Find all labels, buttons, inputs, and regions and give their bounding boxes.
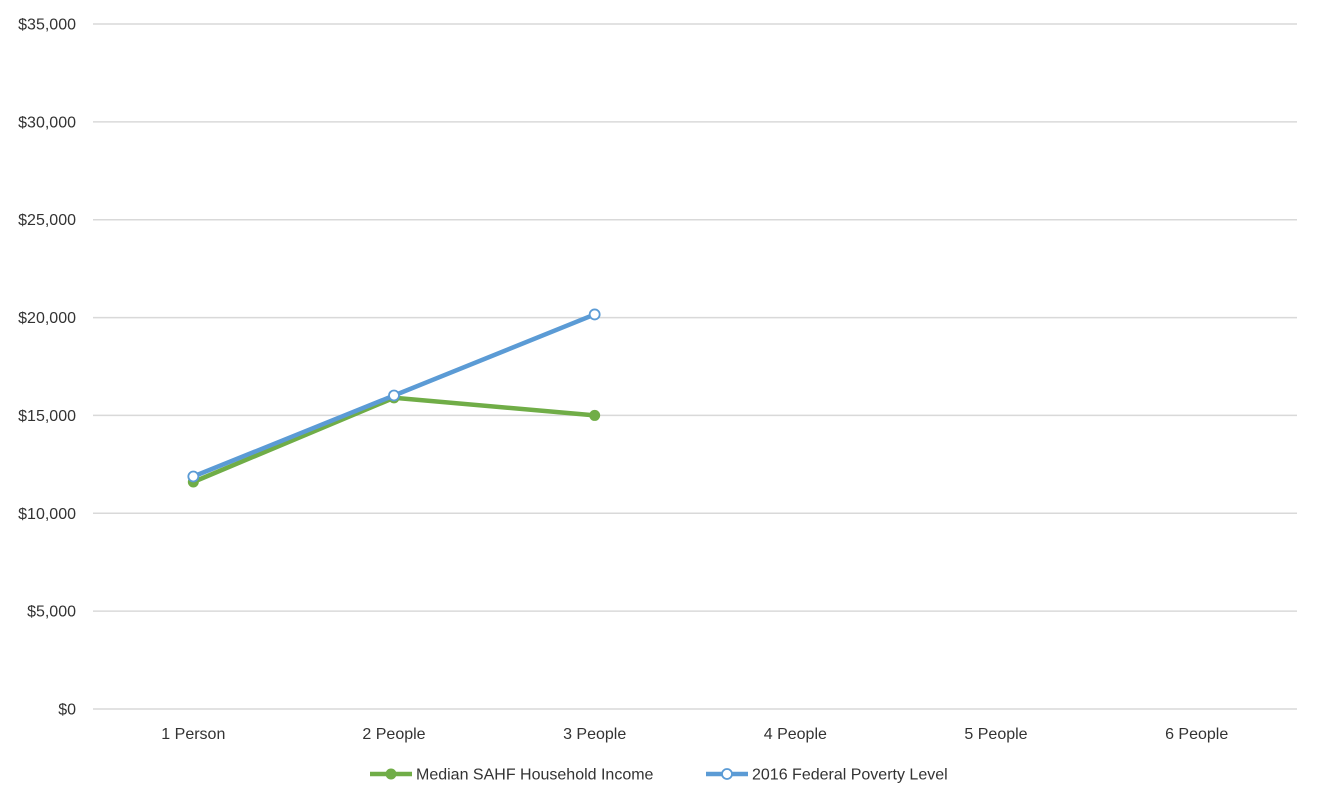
legend-label: Median SAHF Household Income	[416, 767, 654, 784]
data-point	[589, 409, 601, 421]
legend-label: 2016 Federal Poverty Level	[752, 767, 948, 784]
y-tick-label: $20,000	[18, 310, 76, 327]
y-tick-label: $30,000	[18, 114, 76, 131]
y-tick-label: $10,000	[18, 506, 76, 523]
y-tick-label: $15,000	[18, 408, 76, 425]
gridlines	[93, 23, 1297, 710]
legend-item: 2016 Federal Poverty Level	[706, 767, 948, 784]
y-tick-label: $35,000	[18, 17, 76, 34]
data-point	[388, 389, 400, 402]
x-tick-label: 5 People	[964, 726, 1027, 743]
x-tick-label: 4 People	[764, 726, 827, 743]
y-tick-label: $0	[58, 702, 76, 719]
legend: Median SAHF Household Income 2016 Federal…	[370, 767, 948, 784]
legend-swatch-marker	[721, 768, 733, 780]
y-tick-label: $5,000	[27, 604, 76, 621]
x-tick-label: 3 People	[563, 726, 626, 743]
x-tick-label: 2 People	[362, 726, 425, 743]
data-point	[588, 308, 601, 321]
data-point	[187, 470, 200, 483]
y-axis-tick-labels: $0 $5,000 $10,000 $15,000 $20,000 $25,000 $30,…	[18, 17, 76, 719]
x-axis-tick-labels: 1 Person 2 People 3 People 4 People 5 People…	[161, 726, 1228, 743]
x-tick-label: 1 Person	[161, 726, 225, 743]
series-lines	[187, 308, 601, 488]
y-tick-label: $25,000	[18, 212, 76, 229]
series-line	[191, 395, 597, 485]
legend-item: Median SAHF Household Income	[370, 767, 654, 784]
legend-swatch-marker	[385, 768, 397, 780]
x-tick-label: 6 People	[1165, 726, 1228, 743]
